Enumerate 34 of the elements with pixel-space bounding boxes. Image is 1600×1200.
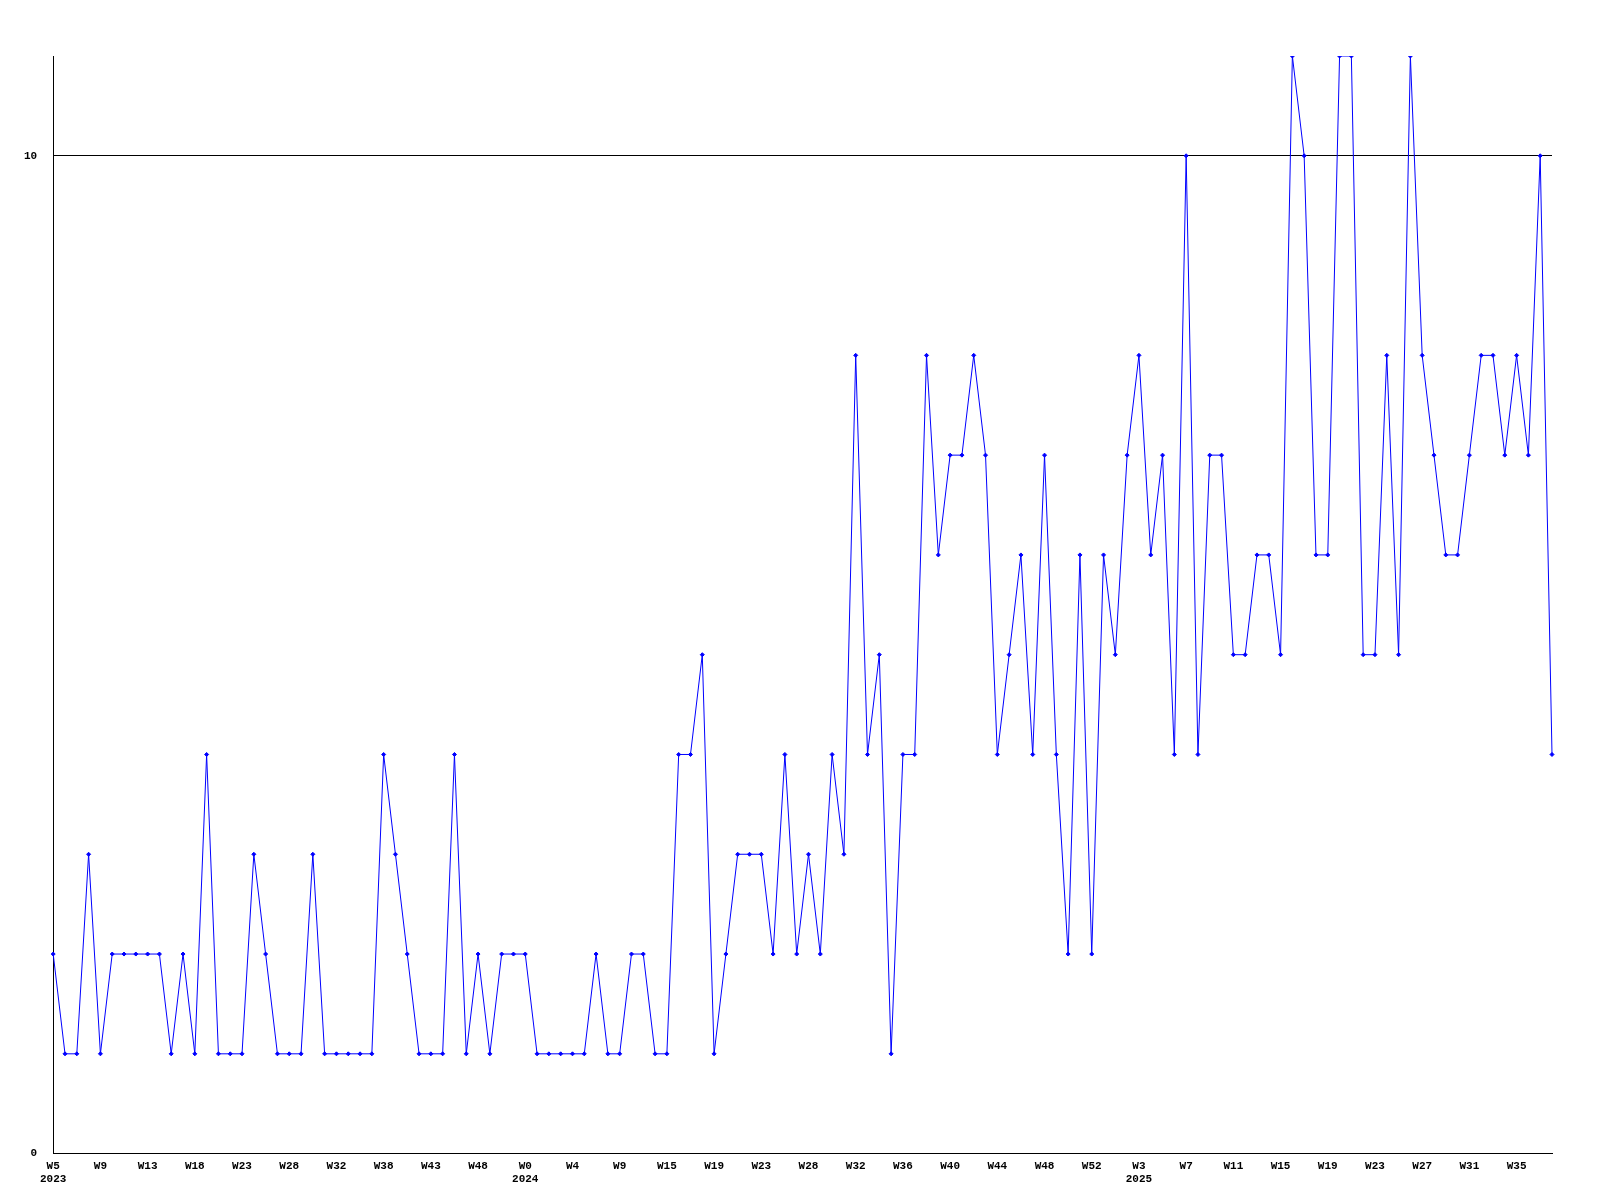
x-tick-label: W27 (1412, 1159, 1433, 1172)
x-tick-label: W13 (137, 1159, 158, 1172)
x-tick-label: W44 (987, 1159, 1008, 1172)
x-tick-label: W43 (420, 1159, 442, 1172)
x-tick-label: W19 (704, 1159, 724, 1172)
x-tick-label: W23 (232, 1159, 253, 1172)
x-tick-label: W23 (1365, 1159, 1386, 1172)
x-tick-label: W11 (1223, 1159, 1244, 1172)
x-tick-label: W7 (1179, 1159, 1193, 1172)
x-tick-label: W3 2025 (1125, 1159, 1153, 1186)
x-tick-label: W15 (656, 1159, 678, 1172)
x-tick-label: W48 (468, 1159, 489, 1172)
x-tick-label: W31 (1459, 1159, 1480, 1172)
x-tick-label: W28 (798, 1159, 819, 1172)
x-tick-label: W0 2024 (512, 1159, 539, 1186)
x-tick-label: W52 (1081, 1159, 1102, 1172)
x-tick-label: W9 (613, 1159, 627, 1172)
x-tick-label: W18 (184, 1159, 206, 1172)
x-tick-label: W38 (373, 1159, 394, 1172)
y-tick-label: 0 (30, 1147, 38, 1160)
x-tick-label: W32 (326, 1159, 347, 1172)
x-tick-label: W48 (1034, 1159, 1055, 1172)
x-tick-label: W35 (1506, 1159, 1527, 1172)
x-tick-label: W19 (1317, 1159, 1338, 1172)
x-tick-label: W15 (1270, 1159, 1291, 1172)
x-tick-label: W23 (751, 1159, 772, 1172)
x-tick-label: W9 (93, 1159, 108, 1172)
x-tick-label: W32 (845, 1159, 866, 1172)
x-tick-label: W5 2023 (40, 1159, 67, 1186)
x-tick-label: W28 (279, 1159, 300, 1172)
x-tick-label: W40 (940, 1159, 961, 1172)
y-tick-label: 10 (24, 149, 38, 162)
x-tick-label: W36 (893, 1159, 913, 1172)
x-tick-label: W4 (565, 1159, 580, 1172)
